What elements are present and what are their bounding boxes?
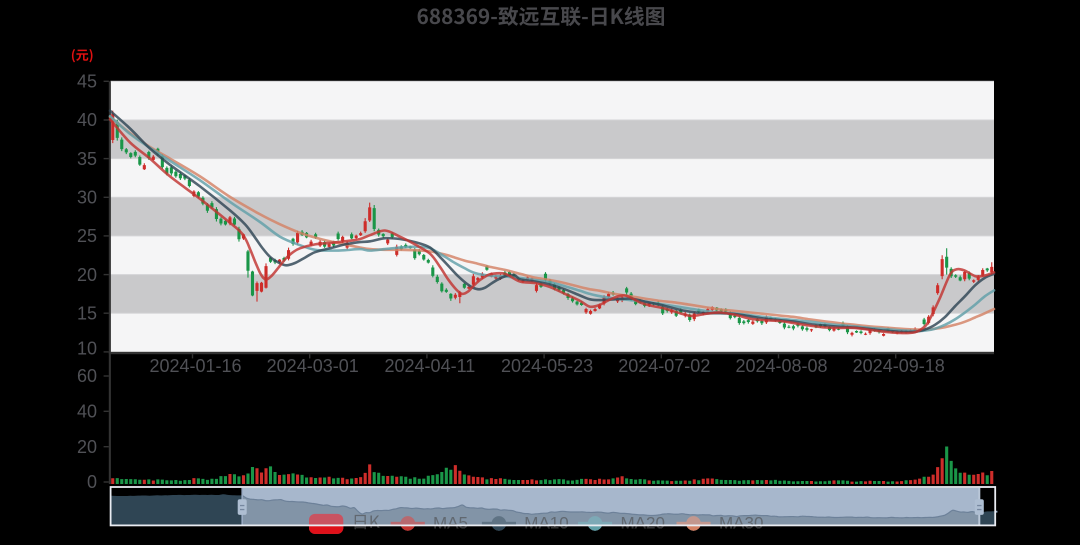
svg-text:2024-07-02: 2024-07-02 — [618, 356, 710, 376]
svg-text:20: 20 — [77, 437, 97, 457]
svg-text:60: 60 — [77, 366, 97, 386]
svg-text:MA30: MA30 — [719, 513, 763, 532]
svg-text:2024-05-23: 2024-05-23 — [501, 356, 593, 376]
svg-text:40: 40 — [77, 110, 97, 130]
svg-text:2024-03-01: 2024-03-01 — [267, 356, 359, 376]
svg-text:MA5: MA5 — [433, 513, 468, 532]
svg-text:40: 40 — [77, 402, 97, 422]
svg-text:2024-01-16: 2024-01-16 — [149, 356, 241, 376]
svg-text:10: 10 — [77, 339, 97, 359]
svg-text:2024-09-18: 2024-09-18 — [853, 356, 945, 376]
svg-text:MA10: MA10 — [524, 513, 568, 532]
svg-text:MA30: MA30 — [719, 513, 763, 532]
svg-text:MA20: MA20 — [621, 513, 665, 532]
svg-text:25: 25 — [77, 226, 97, 246]
svg-text:2024-04-11: 2024-04-11 — [385, 356, 476, 376]
svg-text:45: 45 — [77, 72, 97, 92]
svg-text:MA20: MA20 — [621, 513, 665, 532]
svg-text:2024-08-08: 2024-08-08 — [735, 356, 827, 376]
svg-text:0: 0 — [87, 472, 97, 492]
svg-text:35: 35 — [77, 149, 97, 169]
svg-text:30: 30 — [77, 188, 97, 208]
svg-text:15: 15 — [77, 303, 97, 323]
svg-text:MA5: MA5 — [433, 513, 468, 532]
svg-text:20: 20 — [77, 265, 97, 285]
svg-text:MA10: MA10 — [524, 513, 568, 532]
